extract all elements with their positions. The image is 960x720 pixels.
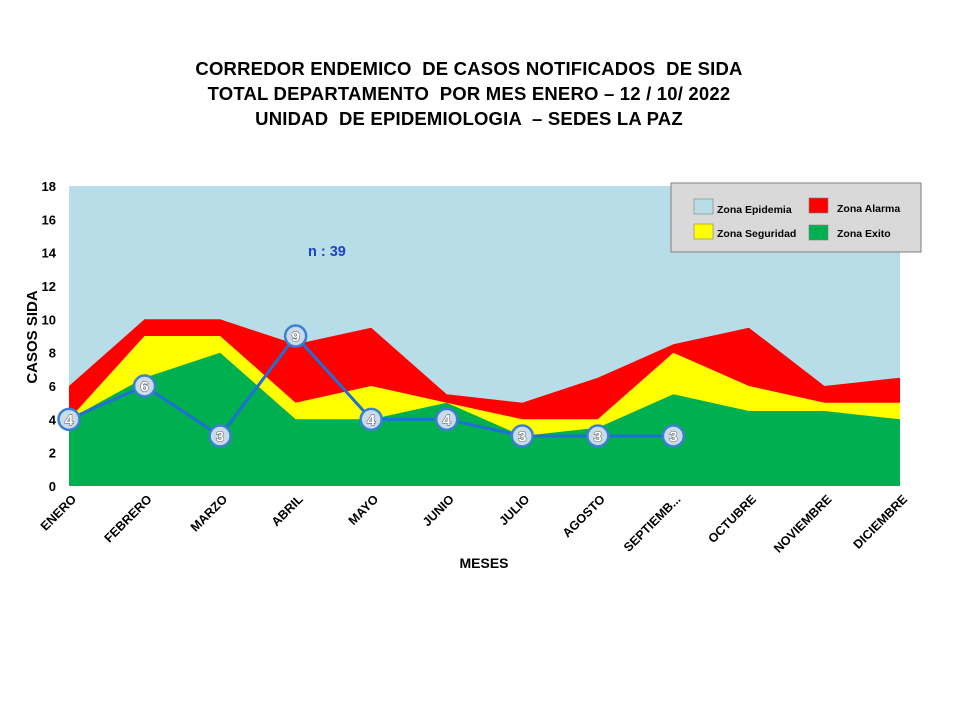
y-tick-label: 18: [42, 179, 56, 194]
x-tick-label: JUNIO: [420, 492, 457, 529]
data-point-marker: [283, 324, 308, 348]
data-point-label: 6: [140, 379, 148, 396]
y-tick-label: 10: [42, 312, 56, 327]
chart-title: CORREDOR ENDEMICO DE CASOS NOTIFICADOS D…: [0, 56, 938, 131]
x-tick-label: FEBRERO: [102, 492, 155, 545]
y-tick-label: 4: [49, 412, 57, 427]
x-tick-label: MARZO: [188, 492, 230, 534]
y-tick-label: 12: [42, 279, 56, 294]
data-point-marker: [208, 424, 232, 448]
y-tick-label: 16: [42, 212, 56, 227]
legend-label: Zona Seguridad: [717, 228, 796, 240]
data-point-label: 3: [669, 429, 677, 446]
x-tick-label: SEPTIEMB...: [621, 492, 683, 554]
y-tick-label: 8: [49, 346, 56, 361]
data-point-label: 3: [216, 429, 224, 446]
x-tick-label: MAYO: [346, 492, 382, 528]
y-tick-label: 2: [49, 446, 56, 461]
legend-label: Zona Alarma: [837, 203, 900, 215]
x-tick-label: DICIEMBRE: [851, 492, 911, 552]
data-point-marker: [661, 424, 686, 448]
x-tick-label: OCTUBRE: [705, 492, 759, 546]
data-point-marker: [434, 407, 459, 432]
data-point-marker: [359, 407, 383, 432]
x-tick-label: ABRIL: [269, 492, 306, 529]
legend-label: Zona Epidemia: [717, 204, 792, 216]
title-line-3: UNIDAD DE EPIDEMIOLOGIA – SEDES LA PAZ: [255, 108, 683, 129]
legend-label: Zona Exito: [837, 228, 891, 240]
data-point-label: 3: [594, 429, 602, 446]
y-tick-label: 6: [49, 379, 56, 394]
sample-size-annotation: n : 39: [308, 244, 346, 260]
title-line-1: CORREDOR ENDEMICO DE CASOS NOTIFICADOS D…: [195, 58, 743, 79]
x-tick-label: ENERO: [38, 492, 80, 534]
x-axis-label: MESES: [459, 555, 508, 571]
legend-box: [670, 182, 922, 253]
x-tick-label: NOVIEMBRE: [771, 492, 834, 555]
data-point-marker: [586, 424, 610, 448]
zone-area-zona-exito: [69, 352, 900, 486]
data-point-label: 3: [518, 429, 526, 446]
data-point-label: 4: [367, 412, 376, 429]
legend-swatch: [808, 224, 829, 241]
y-axis-label: CASOS SIDA: [24, 290, 41, 384]
legend-swatch: [693, 198, 714, 215]
x-tick-label: JULIO: [496, 492, 532, 528]
data-point-marker: [132, 374, 157, 398]
title-line-2: TOTAL DEPARTAMENTO POR MES ENERO – 12 / …: [207, 83, 731, 104]
data-point-marker: [57, 407, 81, 432]
data-point-label: 4: [65, 412, 74, 429]
data-point-label: 4: [443, 412, 452, 429]
legend-swatch: [693, 223, 714, 240]
y-tick-label: 14: [42, 246, 57, 261]
y-tick-label: 0: [49, 479, 56, 494]
x-tick-label: AGOSTO: [560, 492, 608, 540]
legend-swatch: [808, 197, 829, 214]
data-point-marker: [510, 424, 535, 448]
data-point-label: 9: [291, 329, 299, 346]
